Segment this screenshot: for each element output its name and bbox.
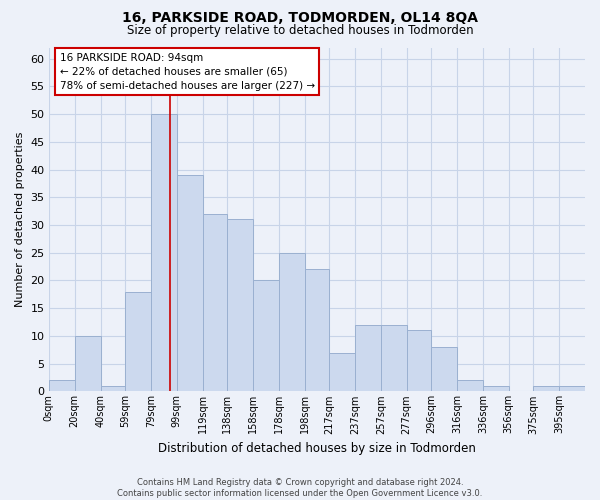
Bar (227, 220, 253, 392)
Bar (329, 352, 355, 392)
Bar (49, 380, 74, 392)
X-axis label: Distribution of detached houses by size in Todmorden: Distribution of detached houses by size … (158, 442, 476, 455)
Text: Contains HM Land Registry data © Crown copyright and database right 2024.
Contai: Contains HM Land Registry data © Crown c… (118, 478, 482, 498)
Bar (253, 280, 279, 392)
Bar (559, 386, 585, 392)
Bar (74, 336, 101, 392)
Text: 16 PARKSIDE ROAD: 94sqm
← 22% of detached houses are smaller (65)
78% of semi-de: 16 PARKSIDE ROAD: 94sqm ← 22% of detache… (59, 52, 314, 90)
Bar (203, 214, 227, 392)
Bar (305, 270, 329, 392)
Bar (177, 175, 203, 392)
Bar (431, 347, 457, 392)
Text: 16, PARKSIDE ROAD, TODMORDEN, OL14 8QA: 16, PARKSIDE ROAD, TODMORDEN, OL14 8QA (122, 11, 478, 25)
Bar (381, 325, 407, 392)
Bar (483, 386, 509, 392)
Bar (101, 386, 125, 392)
Text: Size of property relative to detached houses in Todmorden: Size of property relative to detached ho… (127, 24, 473, 37)
Bar (457, 380, 483, 392)
Bar (151, 114, 177, 392)
Bar (355, 325, 381, 392)
Bar (125, 292, 151, 392)
Y-axis label: Number of detached properties: Number of detached properties (15, 132, 25, 307)
Bar (279, 252, 305, 392)
Bar (407, 330, 431, 392)
Bar (533, 386, 559, 392)
